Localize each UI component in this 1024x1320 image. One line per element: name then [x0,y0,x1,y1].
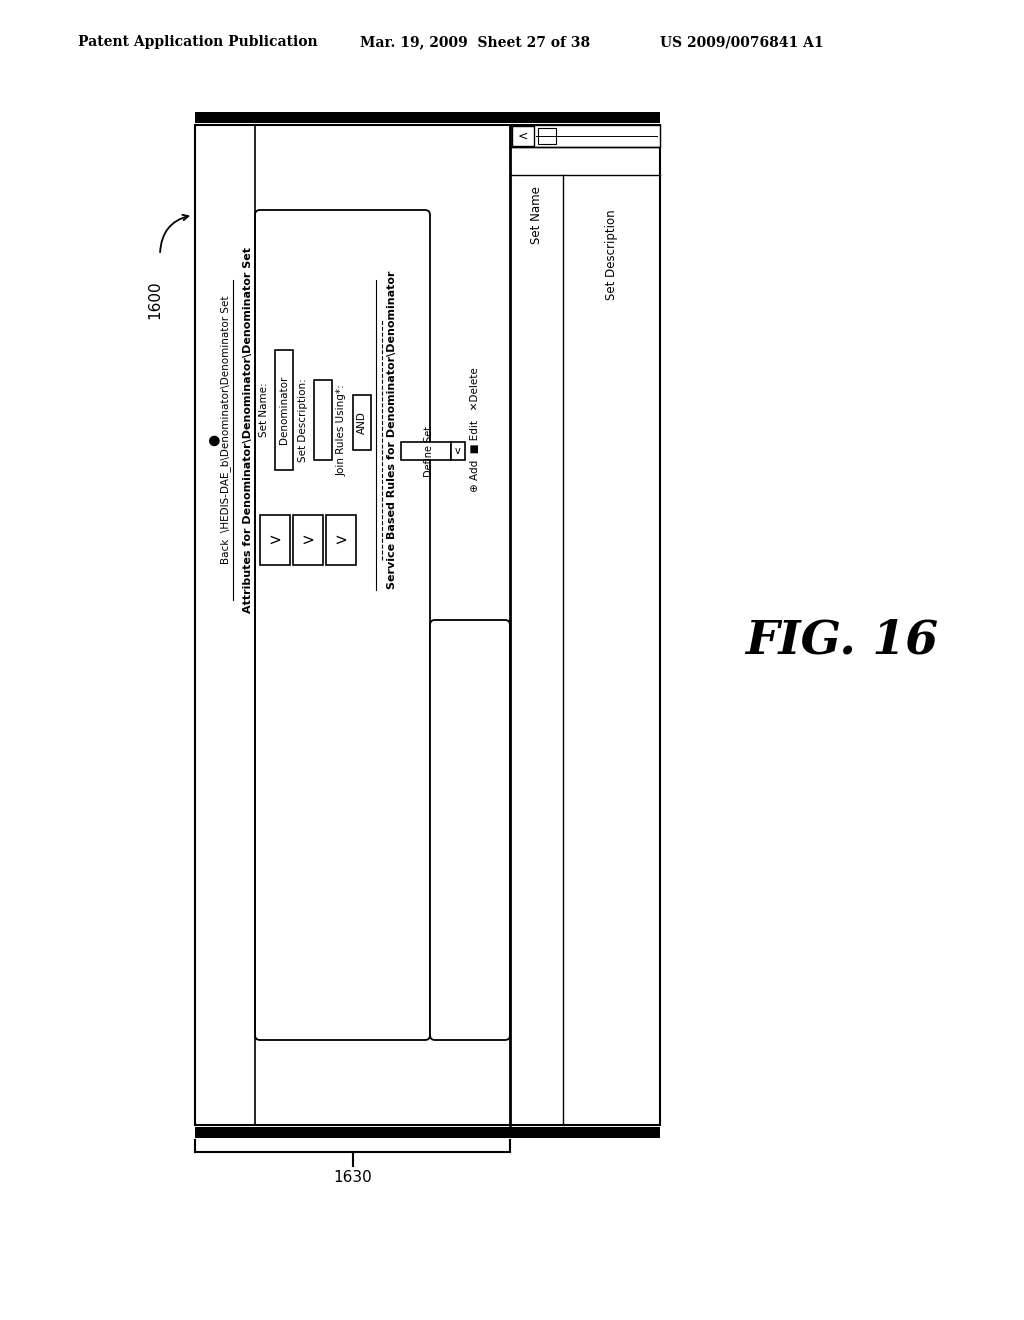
Text: Mar. 19, 2009  Sheet 27 of 38: Mar. 19, 2009 Sheet 27 of 38 [360,36,590,49]
Bar [275,350,293,470]
Text: Set Description: Set Description [605,210,617,301]
Bar [293,515,323,565]
Bar [195,1127,660,1138]
Text: ●: ● [207,434,221,446]
Bar [195,125,660,1125]
Text: ⊕ Add  ■ Edit   ✕Delete: ⊕ Add ■ Edit ✕Delete [470,368,480,492]
Text: Set Description:: Set Description: [298,378,308,462]
Text: >: > [302,532,314,548]
Text: 1600: 1600 [147,281,163,319]
Text: >: > [268,532,282,548]
Bar [195,112,660,123]
FancyBboxPatch shape [430,620,510,1040]
Text: Back  \HEDIS-DAE_b\Denominator\Denominator Set: Back \HEDIS-DAE_b\Denominator\Denominato… [220,296,230,564]
Text: FIG. 16: FIG. 16 [745,616,938,663]
Bar [326,515,356,565]
Text: US 2009/0076841 A1: US 2009/0076841 A1 [660,36,823,49]
Text: 1630: 1630 [333,1171,372,1185]
Text: >: > [335,532,347,548]
Text: Attributes for Denominator\Denominator\Denominator Set: Attributes for Denominator\Denominator\D… [243,247,253,612]
Text: Service Based Rules for Denominator\Denominator: Service Based Rules for Denominator\Deno… [387,271,397,589]
Bar [451,442,465,459]
Text: Set Name:: Set Name: [259,383,269,437]
Bar [538,128,556,144]
Bar [510,125,660,147]
FancyBboxPatch shape [255,210,430,1040]
Text: Denominator: Denominator [279,376,289,445]
Text: Join Rules Using*:: Join Rules Using*: [337,384,347,475]
Text: Set Name: Set Name [529,186,543,244]
Bar [314,380,332,459]
Text: Define Set: Define Set [424,425,434,477]
Text: AND: AND [357,412,367,434]
Text: <: < [518,129,528,143]
Bar [195,1122,660,1126]
Bar [353,395,371,450]
Bar [401,442,451,459]
Text: v: v [455,446,461,455]
Text: Patent Application Publication: Patent Application Publication [78,36,317,49]
Bar [260,515,290,565]
Bar [512,125,534,147]
Bar [195,125,660,129]
